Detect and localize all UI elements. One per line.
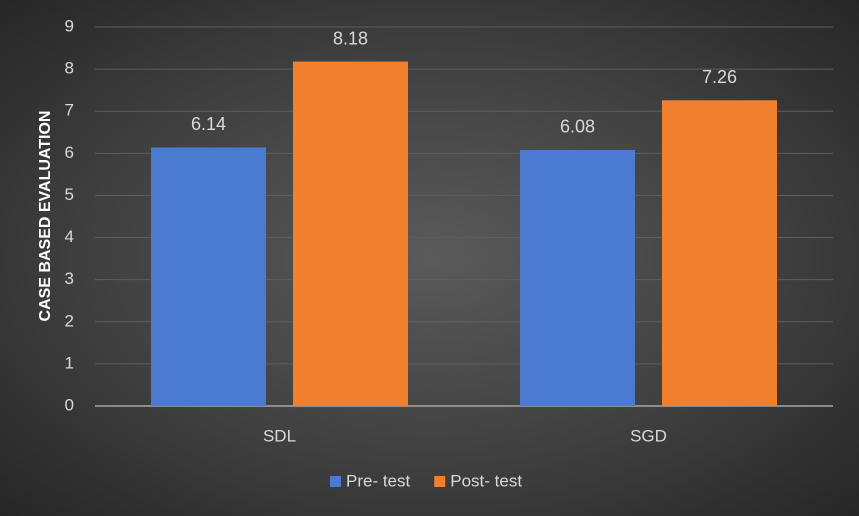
x-tick-label: SDL — [263, 426, 296, 445]
y-tick-label: 7 — [65, 101, 74, 120]
y-axis-label: CASE BASED EVALUATION — [37, 111, 54, 322]
y-tick-label: 3 — [65, 269, 74, 288]
bar — [293, 61, 408, 406]
y-tick-label: 2 — [65, 311, 74, 330]
y-tick-label: 9 — [65, 16, 74, 35]
y-tick-label: 4 — [65, 227, 74, 246]
legend-swatch — [434, 476, 446, 487]
y-tick-label: 8 — [65, 59, 74, 78]
bar — [151, 147, 266, 406]
data-label: 8.18 — [333, 28, 368, 48]
y-tick-label: 5 — [65, 185, 74, 204]
y-tick-label: 0 — [65, 395, 74, 414]
y-tick-label: 1 — [65, 353, 74, 372]
legend-label: Post- test — [450, 471, 522, 490]
bar — [662, 100, 777, 407]
legend-label: Pre- test — [346, 471, 411, 490]
data-label: 7.26 — [702, 67, 737, 87]
y-tick-label: 6 — [65, 143, 74, 162]
legend-swatch — [330, 476, 341, 487]
bar — [520, 149, 635, 406]
data-label: 6.14 — [191, 114, 226, 134]
x-tick-label: SGD — [630, 426, 667, 445]
data-label: 6.08 — [560, 117, 595, 137]
